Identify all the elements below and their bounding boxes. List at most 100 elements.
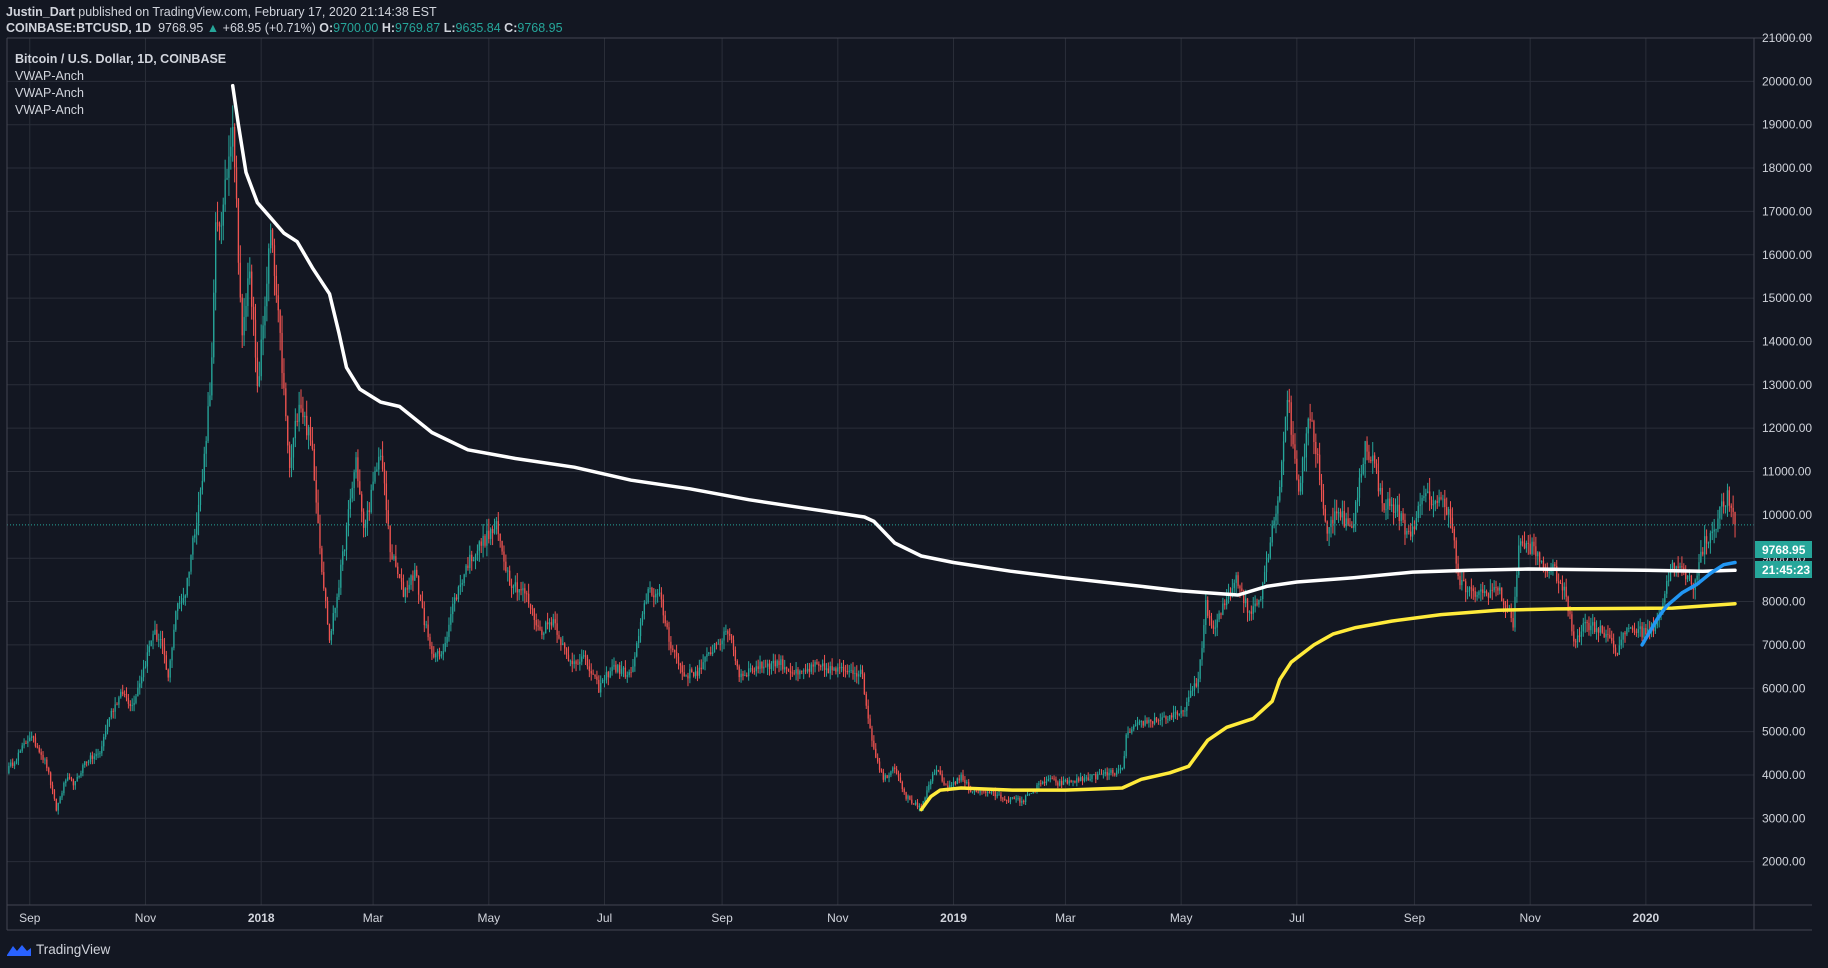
candle-body — [613, 664, 615, 667]
candle-body — [55, 798, 57, 811]
candle-body — [1702, 551, 1704, 555]
candle-body — [1410, 531, 1412, 537]
candle-body — [996, 794, 998, 797]
ohlc-bar: COINBASE:BTCUSD, 1D 9768.95 ▲ +68.95 (+0… — [6, 21, 563, 35]
candle-body — [1337, 512, 1340, 514]
candle-body — [721, 640, 723, 645]
candle-body — [664, 615, 666, 624]
candle-body — [46, 759, 48, 769]
candle-body — [1480, 589, 1482, 592]
candle-body — [1036, 784, 1038, 790]
candle-body — [1432, 504, 1435, 506]
candle-body — [1153, 717, 1156, 724]
candle-body — [1345, 518, 1347, 527]
candle-body — [1679, 565, 1681, 568]
candle-body — [343, 549, 346, 552]
study-label[interactable]: VWAP-Anch — [15, 69, 85, 83]
candle-body — [1093, 774, 1095, 775]
candle-body — [1675, 566, 1677, 569]
candle-body — [814, 662, 816, 667]
chart-frame — [6, 37, 1812, 931]
candle-body — [1193, 683, 1196, 691]
candle-body — [1647, 628, 1649, 635]
candle-body — [858, 674, 860, 677]
candle-body — [1607, 634, 1609, 635]
study-label[interactable]: VWAP-Anch — [15, 103, 85, 117]
y-tick-label: 11000.00 — [1762, 465, 1811, 479]
candle-body — [154, 629, 156, 635]
candle-body — [254, 319, 257, 358]
candle-body — [776, 660, 778, 667]
candle-body — [76, 776, 78, 782]
candle-body — [1244, 598, 1247, 604]
price-axis[interactable]: 2000.00 3000.00 4000.00 5000.00 6000.00 7000.… — [1762, 31, 1812, 869]
candle-body — [404, 588, 407, 597]
candle-body — [421, 600, 424, 608]
candle-body — [97, 753, 99, 755]
candle-body — [425, 624, 427, 626]
brand-name: TradingView — [36, 942, 111, 957]
candle-body — [956, 778, 958, 784]
x-tick-label: Nov — [827, 911, 848, 925]
candle-body — [1364, 441, 1366, 464]
candle-body — [839, 667, 841, 669]
candle-body — [1612, 640, 1615, 648]
candle-body — [624, 667, 627, 677]
candle-body — [1256, 603, 1258, 605]
candle-body — [393, 556, 395, 560]
candle-body — [359, 481, 361, 495]
candle-body — [410, 575, 412, 585]
candle-body — [899, 777, 902, 783]
candle-body — [362, 511, 365, 528]
candle-body — [44, 759, 46, 761]
candle-body — [949, 785, 951, 788]
candle-body — [694, 671, 697, 677]
y-tick-label: 16000.00 — [1762, 248, 1812, 262]
candle-body — [738, 666, 740, 678]
candle-body — [101, 746, 103, 754]
candle-body — [61, 793, 63, 798]
candle-body — [1021, 801, 1023, 803]
candle-body — [1501, 587, 1503, 601]
candle-body — [376, 469, 378, 471]
candle-body — [1728, 490, 1731, 506]
study-label[interactable]: VWAP-Anch — [15, 86, 85, 100]
candle-body — [1311, 420, 1313, 422]
candle-body — [1112, 770, 1114, 774]
candle-body — [177, 603, 179, 612]
candle-body — [844, 670, 847, 672]
author-name[interactable]: Justin_Dart — [6, 5, 75, 19]
candle-body — [1726, 490, 1729, 507]
candle-body — [571, 660, 573, 665]
vwap-line-1 — [230, 83, 1737, 597]
candle-body — [865, 694, 867, 706]
candle-body — [433, 653, 435, 658]
candle-body — [232, 126, 234, 147]
candle-body — [1191, 690, 1194, 692]
time-axis[interactable]: Sep Nov 2018 Mar May Jul Sep Nov 2019 Mar May Jul Se… — [19, 911, 1659, 925]
candle-body — [237, 198, 240, 263]
candle-body — [842, 666, 845, 671]
candle-body — [1282, 441, 1285, 462]
candle-body — [869, 718, 871, 729]
candle-body — [448, 624, 450, 637]
candle-body — [958, 778, 960, 781]
candle-body — [1030, 793, 1032, 795]
candle-body — [72, 779, 75, 786]
candle-body — [562, 643, 564, 646]
candle-body — [579, 661, 581, 665]
candle-body — [199, 489, 202, 505]
candle-body — [539, 626, 541, 630]
tradingview-brand[interactable]: TradingView — [6, 942, 110, 957]
candle-body — [973, 790, 976, 792]
candle-body — [854, 673, 856, 674]
candle-body — [1059, 780, 1061, 786]
candle-body — [1267, 557, 1270, 563]
candle-body — [1413, 526, 1416, 530]
candle-body — [258, 376, 260, 386]
candle-body — [727, 631, 729, 634]
candle-body — [1203, 624, 1205, 649]
candle-body — [1227, 593, 1230, 600]
candle-body — [655, 593, 657, 598]
